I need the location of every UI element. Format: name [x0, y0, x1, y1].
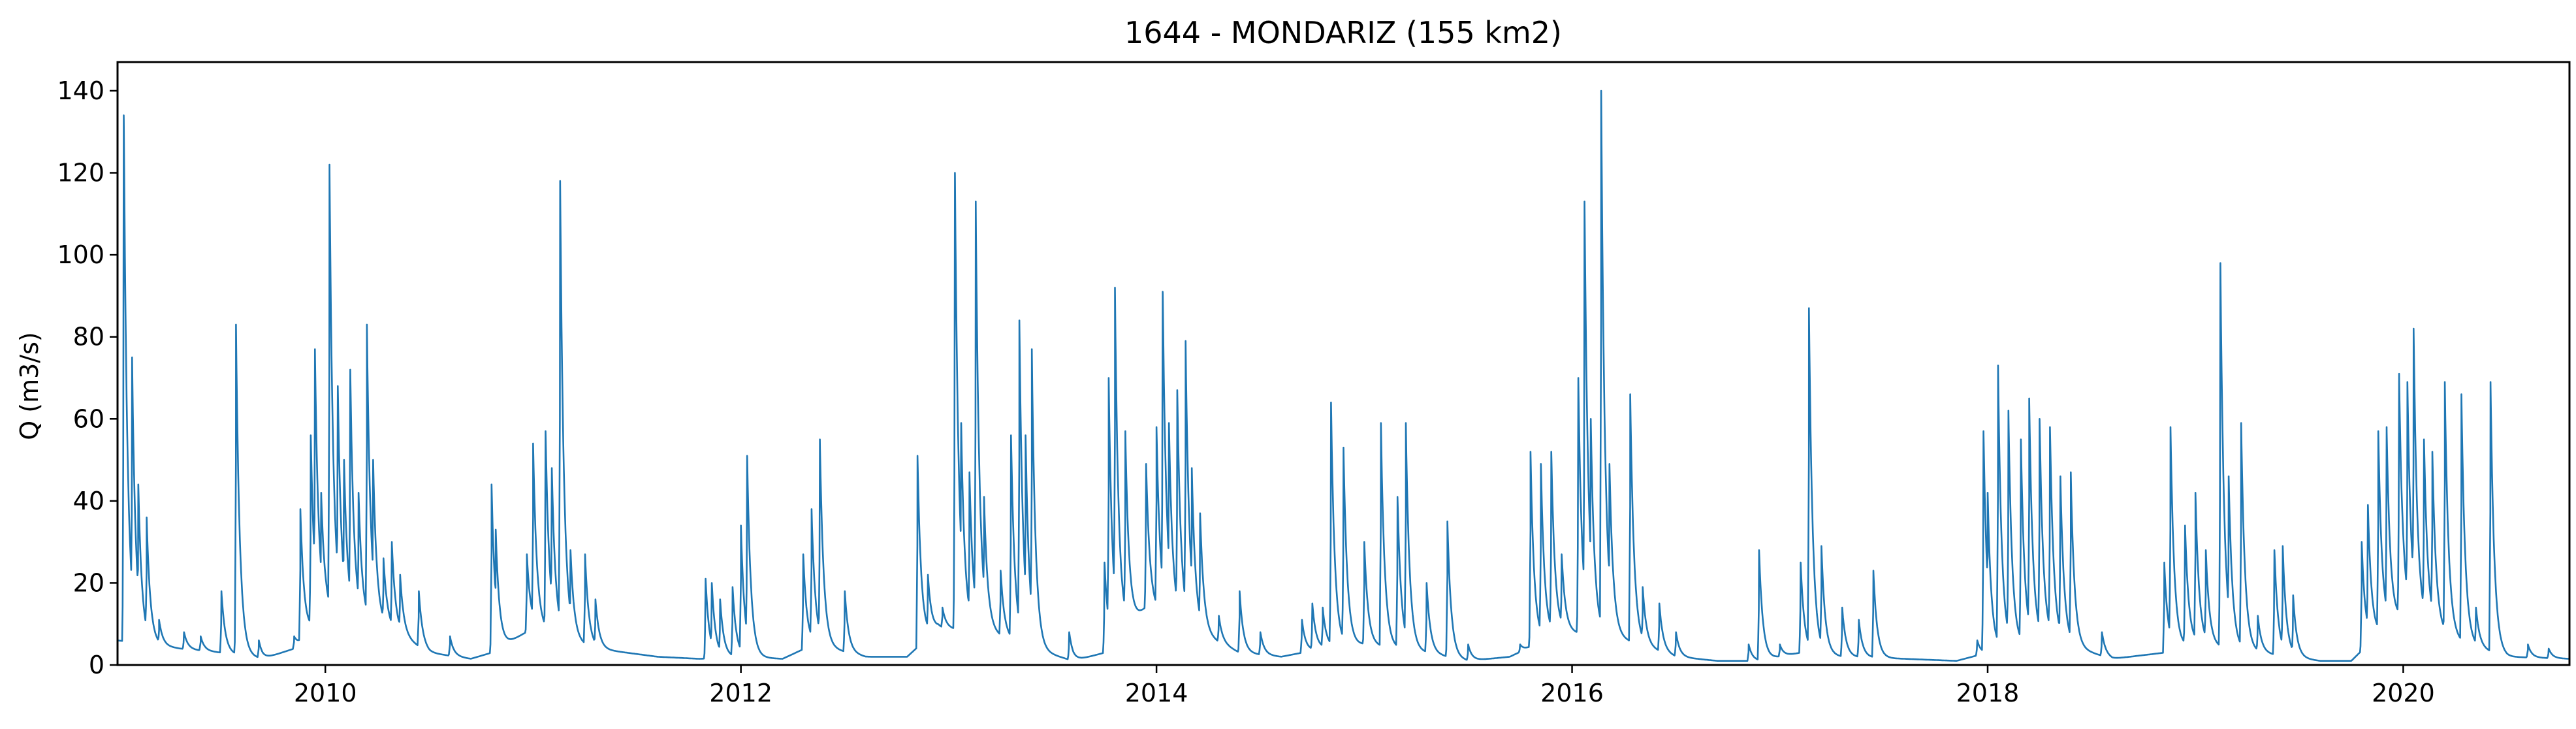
- y-axis-ticks: 0 20 40 60 80 100 120 140: [57, 76, 118, 679]
- discharge-series-line: [118, 89, 2569, 662]
- x-tick-label: 2014: [1125, 679, 1188, 707]
- y-tick-label: 80: [73, 323, 104, 351]
- y-axis-label: Q (m3/s): [15, 332, 44, 440]
- plot-frame: [116, 61, 2571, 666]
- y-tick-label: 0: [89, 651, 104, 679]
- x-axis-ticks: 2010 2012 2014 2016 2018 2020: [294, 665, 2435, 707]
- x-tick-label: 2018: [1956, 679, 2020, 707]
- y-tick-label: 20: [73, 568, 104, 597]
- x-tick-label: 2010: [294, 679, 357, 707]
- x-tick-label: 2016: [1540, 679, 1604, 707]
- y-tick-label: 120: [57, 159, 104, 187]
- y-tick-label: 140: [57, 76, 104, 105]
- y-tick-label: 60: [73, 404, 104, 433]
- y-tick-label: 100: [57, 240, 104, 269]
- chart-title: 1644 - MONDARIZ (155 km2): [1124, 15, 1562, 50]
- y-tick-label: 40: [73, 487, 104, 515]
- x-tick-label: 2012: [709, 679, 772, 707]
- x-tick-label: 2020: [2372, 679, 2435, 707]
